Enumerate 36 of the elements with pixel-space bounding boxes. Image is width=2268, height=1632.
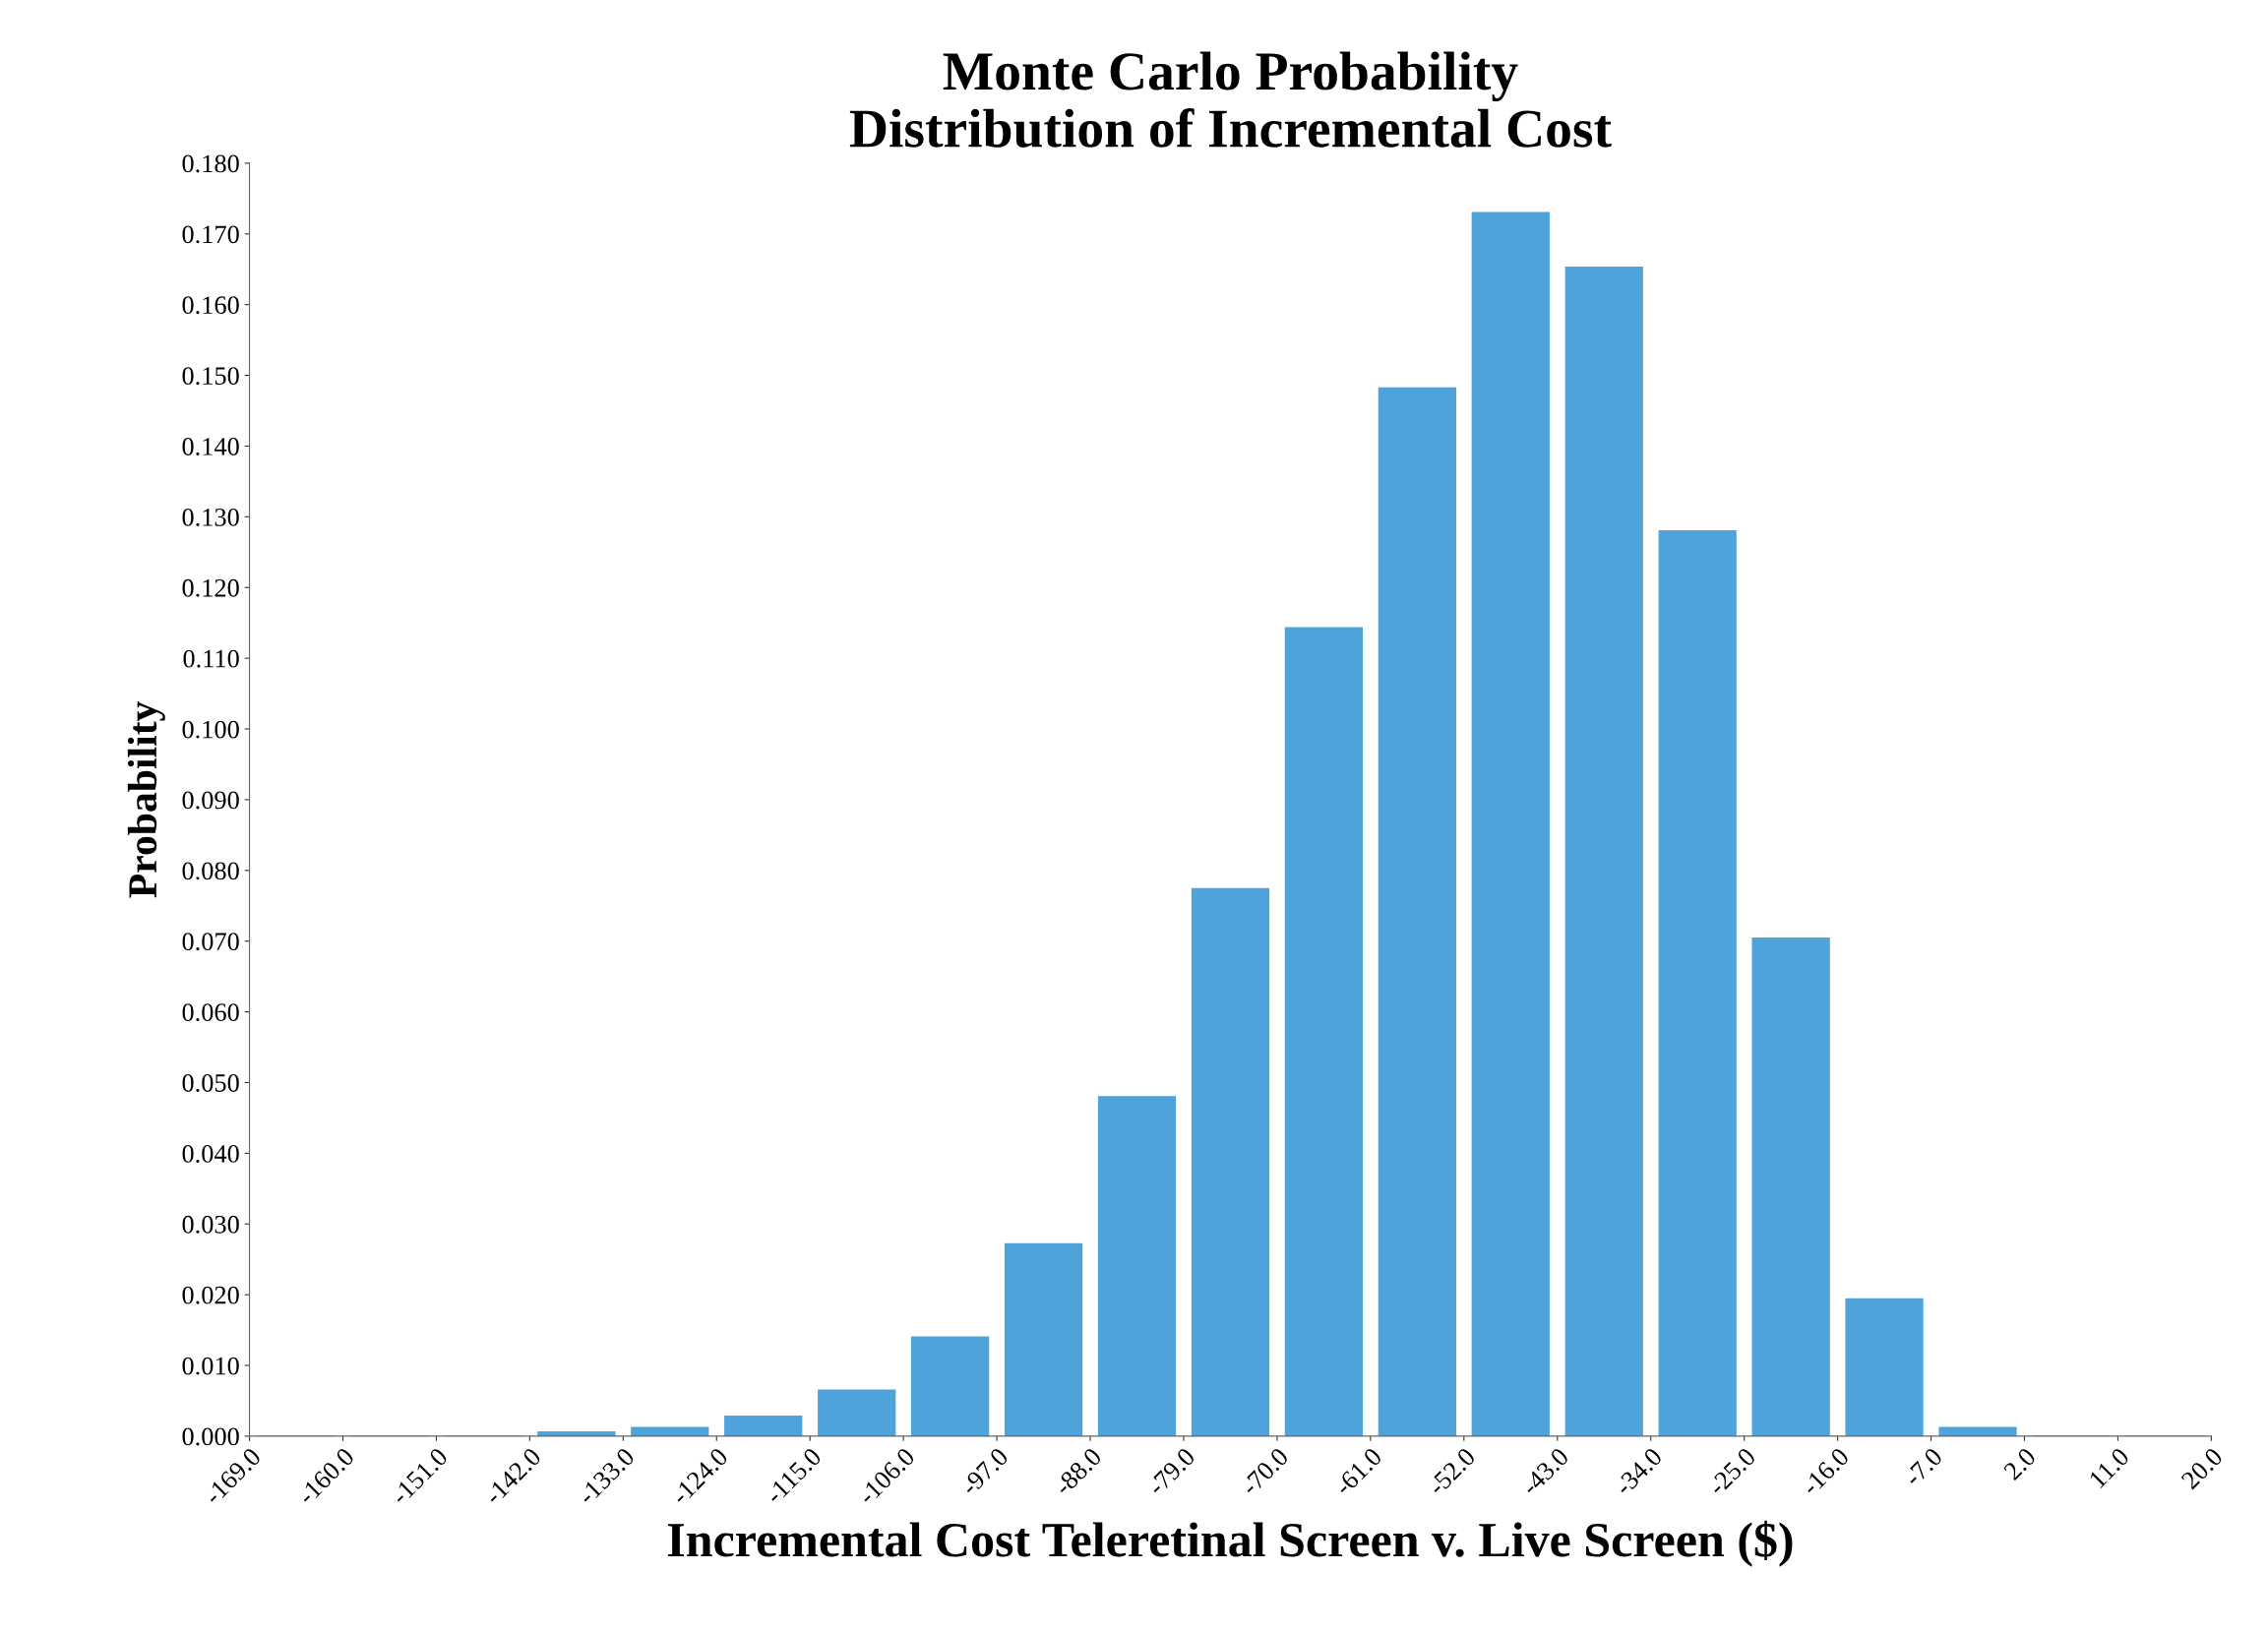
- y-tick-label: 0.150: [182, 367, 239, 386]
- y-tick-label: 0.180: [182, 154, 239, 173]
- x-tick-label: -52.0: [1427, 1446, 1477, 1497]
- x-tick-label: -97.0: [959, 1446, 1010, 1497]
- y-tick-label: 0.010: [182, 1357, 239, 1375]
- y-tick-label: 0.090: [182, 791, 239, 810]
- chart-title: Monte Carlo Probability Distribution of Incremental Cost: [849, 51, 1612, 148]
- y-tick-label: 0.170: [182, 225, 239, 244]
- y-tick-label: 0.070: [182, 933, 239, 951]
- x-tick-label: -88.0: [1053, 1446, 1103, 1497]
- x-tick-label: -61.0: [1333, 1446, 1383, 1497]
- y-tick-label: 0.140: [182, 438, 239, 455]
- x-tick-label: 2.0: [2002, 1446, 2037, 1481]
- x-tick-label: -16.0: [1800, 1446, 1851, 1497]
- y-tick-label: 0.120: [182, 578, 239, 597]
- x-tick-label: 20.0: [2180, 1446, 2224, 1490]
- y-tick-label: 0.020: [182, 1286, 239, 1304]
- y-tick-label: 0.060: [182, 1003, 239, 1022]
- x-tick-label: -43.0: [1520, 1446, 1570, 1497]
- y-tick-label: 0.130: [182, 508, 239, 526]
- y-tick-label: 0.050: [182, 1074, 239, 1092]
- x-tick-label: -7.0: [1903, 1446, 1944, 1487]
- y-tick-label: 0.030: [182, 1215, 239, 1234]
- y-axis-title: Probability: [127, 700, 165, 898]
- x-tick-label: -70.0: [1240, 1446, 1290, 1497]
- x-axis-title: Incremental Cost Teleretinal Screen v. Live Screen ($): [667, 1520, 1793, 1567]
- y-tick-label: 0.160: [182, 296, 239, 315]
- y-tick-label: 0.080: [182, 862, 239, 880]
- x-tick-label: -79.0: [1146, 1446, 1196, 1497]
- y-tick-label: 0.110: [183, 649, 239, 668]
- y-tick-label: 0.040: [182, 1144, 239, 1163]
- x-tick-label: -25.0: [1707, 1446, 1757, 1497]
- x-tick-label: 11.0: [2088, 1446, 2130, 1489]
- x-tick-label: -34.0: [1614, 1446, 1664, 1497]
- y-tick-label: 0.000: [182, 1427, 239, 1446]
- y-tick-label: 0.100: [182, 720, 239, 739]
